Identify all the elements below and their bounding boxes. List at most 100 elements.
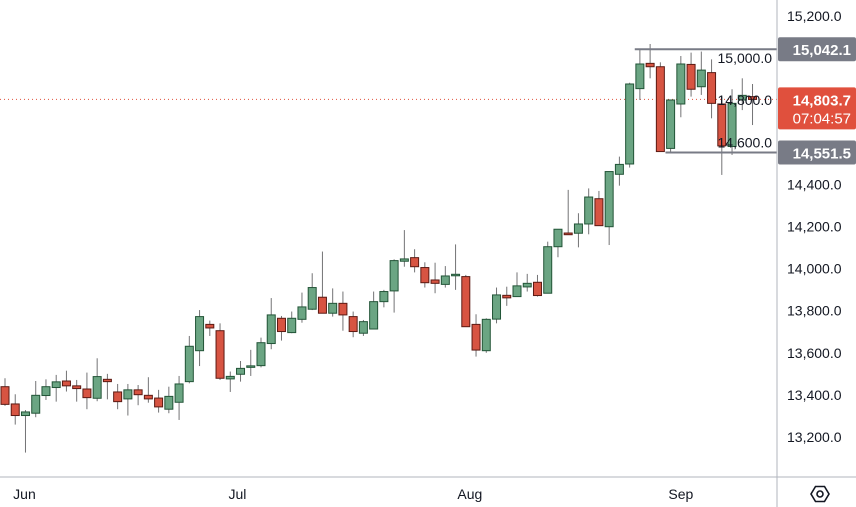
candle-down <box>707 72 717 104</box>
candle-up <box>287 317 297 334</box>
candle-up <box>307 287 317 310</box>
candle-up <box>164 395 174 410</box>
level-price-label: 15,042.1 <box>793 42 851 59</box>
candle-down <box>113 391 123 403</box>
candle-down <box>215 330 225 379</box>
candle-up <box>328 302 338 314</box>
candle-up <box>195 316 205 352</box>
candle-down <box>82 388 92 399</box>
candle-down <box>461 276 471 328</box>
candle-down <box>317 296 327 314</box>
candle-up <box>727 102 737 148</box>
time-tick-label: Jun <box>13 486 36 502</box>
candle-down <box>655 66 665 153</box>
price-axis[interactable]: 15,200.0 15,000.0 14,800.0 14,600.0 14,400.0… <box>718 8 842 445</box>
candle-down <box>338 302 348 316</box>
candle-down <box>645 62 655 68</box>
candle-down <box>717 103 727 147</box>
candle-up <box>389 260 399 292</box>
candle-up <box>399 258 409 262</box>
candle-up <box>635 63 645 90</box>
candle-up <box>266 314 276 345</box>
candle-down <box>102 378 112 383</box>
candle-up <box>31 394 41 414</box>
candle-up <box>696 69 706 88</box>
candle-up <box>51 381 61 389</box>
candle-down <box>748 96 758 100</box>
candle-down <box>471 323 481 351</box>
candle-up <box>369 301 379 330</box>
time-tick-label: Jul <box>228 486 246 502</box>
candle-down <box>563 232 573 236</box>
level-price-badge <box>778 37 856 62</box>
candle-up <box>123 389 133 400</box>
candle-down <box>348 316 358 333</box>
time-tick-label: Sep <box>668 486 693 502</box>
candle-up <box>522 282 532 288</box>
candle-up <box>174 383 184 403</box>
price-tick-label: 14,200.0 <box>787 219 842 235</box>
candle-down <box>532 281 542 297</box>
candle-down <box>154 397 164 408</box>
last-price-badge <box>778 87 856 130</box>
candle-up <box>625 83 635 165</box>
candle-down <box>410 257 420 268</box>
candle-up <box>246 365 256 368</box>
plot-area <box>0 43 777 453</box>
candle-up <box>666 99 676 149</box>
bar-countdown-label: 07:04:57 <box>793 110 851 127</box>
price-tick-label: 13,400.0 <box>787 387 842 403</box>
candle-down <box>420 267 430 284</box>
price-tick-label: 14,000.0 <box>787 261 842 277</box>
price-tick-label: 15,000.0 <box>718 50 773 66</box>
candle-up <box>41 386 51 397</box>
price-tick-label: 13,800.0 <box>787 303 842 319</box>
candle-down <box>10 403 20 417</box>
candle-up <box>256 342 266 367</box>
candle-up <box>451 273 461 277</box>
candle-down <box>72 385 82 390</box>
candle-up <box>512 285 522 298</box>
candle-up <box>481 318 491 352</box>
last-price-label: 14,803.7 <box>793 92 851 109</box>
candle-up <box>543 246 553 294</box>
time-axis[interactable]: Jun Jul Aug Sep <box>13 486 693 502</box>
candle-up <box>20 411 30 417</box>
settings-icon[interactable] <box>810 485 830 503</box>
candle-up <box>92 376 102 399</box>
price-badges: 15,042.1 14,551.5 14,803.707:04:57 <box>778 37 856 165</box>
price-tick-label: 13,600.0 <box>787 345 842 361</box>
candle-up <box>676 63 686 105</box>
candle-up <box>604 171 614 228</box>
candle-up <box>573 223 583 234</box>
candle-down <box>430 279 440 284</box>
level-price-badge <box>778 140 856 165</box>
price-tick-label: 14,400.0 <box>787 176 842 192</box>
price-tick-label: 13,200.0 <box>787 429 842 445</box>
candle-up <box>297 306 307 320</box>
candle-down <box>0 386 10 405</box>
candle-up <box>225 375 235 380</box>
level-price-label: 14,551.5 <box>793 146 851 163</box>
candle-down <box>61 380 71 387</box>
price-tick-label: 15,200.0 <box>787 8 842 24</box>
candle-down <box>143 394 153 400</box>
candle-up <box>184 345 194 383</box>
candle-down <box>133 389 143 396</box>
candle-down <box>502 294 512 299</box>
candle-up <box>236 367 246 375</box>
time-tick-label: Aug <box>457 486 482 502</box>
candle-down <box>686 63 696 90</box>
candle-up <box>737 94 747 101</box>
candle-up <box>358 321 368 334</box>
candle-up <box>440 275 450 285</box>
candle-down <box>205 323 215 329</box>
candle-down <box>276 317 286 333</box>
price-tick-label: 14,600.0 <box>718 134 773 150</box>
price-tick-label: 14,800.0 <box>718 92 773 108</box>
candle-up <box>553 228 563 248</box>
candle-up <box>492 294 502 320</box>
candle-down <box>594 198 604 227</box>
candle-up <box>614 163 624 175</box>
